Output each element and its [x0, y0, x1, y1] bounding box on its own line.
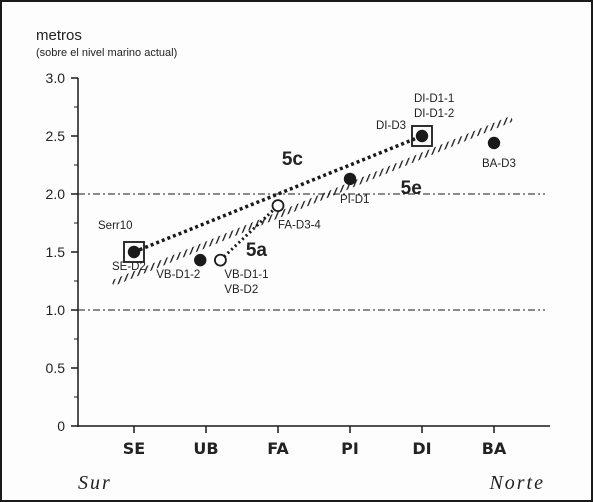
y-tick-label: 0 — [57, 418, 65, 434]
category-label-pi: PI — [341, 439, 359, 458]
point-label: VB-D1-2 — [156, 269, 200, 281]
point-label: VB-D1-1 — [224, 269, 268, 281]
point-label: BA-D3 — [482, 158, 516, 170]
category-label-se: SE — [123, 439, 145, 458]
point-marker-4 — [343, 172, 357, 186]
point-marker-6 — [487, 136, 501, 150]
point-marker-0 — [127, 245, 141, 259]
trend-line-5c — [133, 134, 423, 254]
point-label: VB-D2 — [224, 284, 258, 296]
trend-lines: 5c 5e 5a — [111, 115, 514, 287]
y-axis-label: metros — [36, 27, 82, 44]
point-label: Serr10 — [98, 220, 133, 232]
x-categories: SE UB FA PI DI BA — [123, 426, 507, 458]
y-tick-label: 1.5 — [46, 244, 66, 260]
category-label-di: DI — [412, 439, 431, 458]
reference-lines — [78, 193, 545, 311]
point-label: DI-D1-1 — [414, 93, 454, 105]
category-label-fa: FA — [267, 439, 289, 458]
point-labels: Serr10 SE-D2 VB-D1-2 VB-D1-1 VB-D2 FA-D3-4 PI-… — [98, 93, 516, 296]
point-marker-3 — [271, 199, 285, 213]
category-label-ba: BA — [482, 439, 507, 458]
trend-label-5e: 5e — [401, 178, 422, 199]
trend-line-5e — [111, 115, 514, 287]
trend-line-5a — [219, 204, 280, 262]
y-tick-label: 0.5 — [46, 360, 66, 376]
point-label: SE-D2 — [112, 261, 146, 273]
y-tick-label: 1.0 — [46, 302, 66, 318]
point-label: DI-D3 — [376, 120, 406, 132]
trend-label-5a: 5a — [246, 240, 268, 261]
point-label: DI-D1-2 — [414, 108, 454, 120]
point-label: FA-D3-4 — [278, 220, 321, 232]
y-axis-sublabel: (sobre el nivel marino actual) — [36, 47, 177, 59]
point-label: PI-D1 — [340, 194, 369, 206]
point-marker-5 — [415, 129, 429, 143]
point-box-0 — [123, 241, 145, 263]
y-ticks: 0 0.5 1.0 1.5 2.0 2.5 3.0 — [46, 70, 78, 434]
direction-right-label: Norte — [488, 472, 545, 494]
point-box-5 — [411, 125, 433, 147]
data-points — [123, 125, 501, 267]
point-marker-1 — [194, 253, 207, 267]
trend-label-5c: 5c — [282, 149, 304, 170]
y-tick-label: 2.0 — [46, 186, 66, 202]
y-tick-label: 2.5 — [46, 128, 66, 144]
point-marker-2 — [213, 253, 227, 267]
y-tick-label: 3.0 — [46, 70, 66, 86]
category-label-ub: UB — [193, 439, 218, 458]
direction-left-label: Sur — [78, 472, 112, 494]
